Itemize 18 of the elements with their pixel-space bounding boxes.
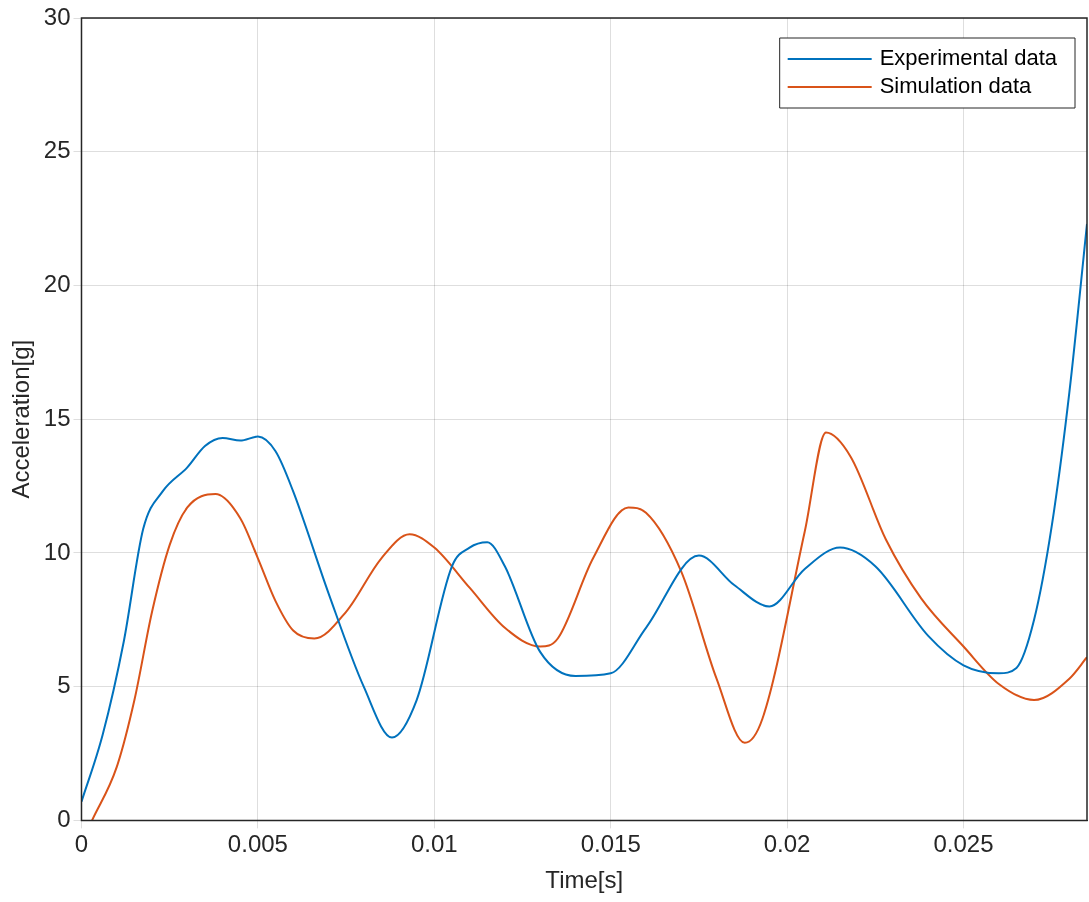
y-tick-label: 25 bbox=[43, 136, 71, 164]
x-tick-label: 0 bbox=[74, 830, 89, 858]
line-series bbox=[91, 431, 1087, 821]
y-tick-label: 0 bbox=[57, 805, 71, 833]
y-tick-label: 5 bbox=[57, 671, 71, 699]
legend-label: Simulation data bbox=[879, 73, 1033, 99]
y-tick-label: 30 bbox=[43, 2, 71, 30]
y-axis-title: Acceleration[g] bbox=[7, 339, 35, 499]
y-tick-label: 15 bbox=[43, 403, 71, 431]
x-axis-title: Time[s] bbox=[545, 866, 624, 894]
y-tick-label: 10 bbox=[43, 537, 71, 565]
y-tick-label: 20 bbox=[43, 270, 71, 298]
x-tick-label: 0.015 bbox=[580, 830, 641, 858]
x-tick-label: 0.005 bbox=[227, 830, 288, 858]
x-tick-label: 0.02 bbox=[763, 830, 811, 858]
x-tick-label: 0.025 bbox=[933, 830, 994, 858]
legend-label: Experimental data bbox=[879, 45, 1058, 71]
x-tick-label: 0.01 bbox=[410, 830, 458, 858]
